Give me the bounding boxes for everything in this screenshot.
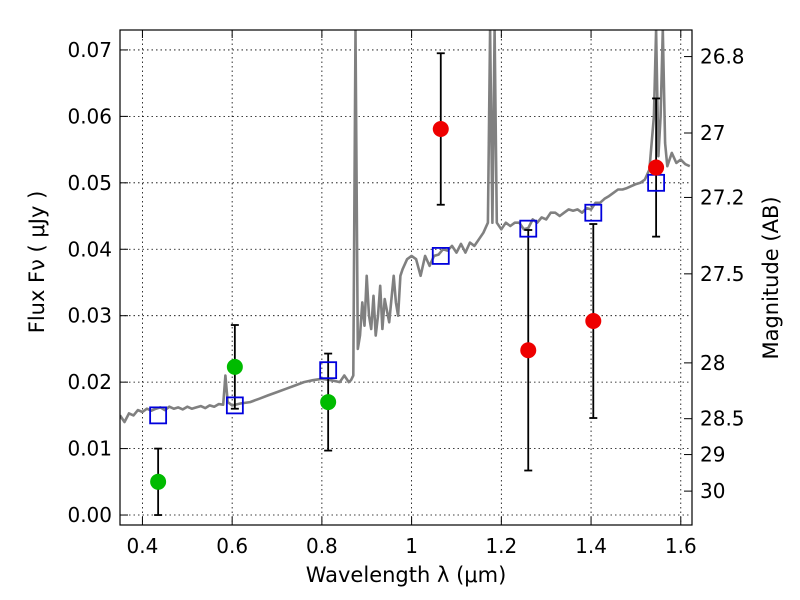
- y-tick-label: 0.03: [67, 304, 112, 328]
- y2-tick-label: 30: [700, 479, 725, 503]
- y-tick-label: 0.05: [67, 171, 112, 195]
- y-tick-label: 0.02: [67, 370, 112, 394]
- template-spectrum-line: [120, 30, 691, 424]
- x-tick-label: 0.4: [127, 534, 159, 558]
- plot-frame: [119, 29, 693, 526]
- axis-ticks: [120, 30, 692, 525]
- y-tick-labels: 0.00 0.01 0.02 0.03 0.04 0.05 0.06 0.07: [67, 38, 112, 527]
- error-bars-layer: [154, 52, 661, 516]
- model-point: [431, 247, 450, 265]
- y2-tick-label: 28.5: [700, 407, 745, 431]
- green-detection-point: [226, 358, 243, 375]
- red-detection-point: [585, 313, 602, 330]
- red-detection-point: [432, 121, 449, 137]
- model-points-layer: [149, 173, 666, 425]
- model-point: [519, 219, 538, 238]
- detection-points-layer: [150, 121, 665, 490]
- y-axis-label: Flux Fν ( μJy ): [25, 191, 49, 334]
- model-point: [149, 406, 168, 425]
- grid-lines: [120, 30, 692, 525]
- y2-tick-label: 26.8: [700, 45, 745, 69]
- y2-tick-label: 28: [700, 351, 725, 375]
- x-axis-label: Wavelength λ (μm): [306, 563, 507, 587]
- y-tick-label: 0.00: [67, 503, 112, 527]
- model-point: [319, 361, 338, 380]
- y-tick-label: 0.04: [67, 237, 112, 261]
- y2-tick-label: 27.5: [700, 262, 745, 286]
- x-tick-label: 1: [405, 534, 418, 558]
- x-tick-label: 0.6: [216, 534, 248, 558]
- x-tick-labels: 0.4 0.6 0.8 1 1.2 1.4 1.6: [127, 534, 697, 558]
- x-tick-label: 0.8: [306, 534, 338, 558]
- y2-tick-label: 27: [700, 121, 725, 145]
- template-spectrum-layer: [120, 30, 691, 424]
- y-tick-label: 0.01: [67, 437, 112, 461]
- model-point: [584, 203, 603, 222]
- x-tick-label: 1.2: [485, 534, 517, 558]
- y2-tick-label: 29: [700, 443, 725, 467]
- y-tick-label: 0.06: [67, 104, 112, 128]
- green-detection-point: [320, 394, 337, 411]
- green-detection-point: [150, 473, 167, 490]
- y2-axis-label: Magnitude (AB): [759, 196, 783, 359]
- x-tick-label: 1.6: [665, 534, 697, 558]
- red-detection-point: [648, 159, 665, 176]
- y-tick-label: 0.07: [67, 38, 112, 62]
- x-tick-label: 1.4: [575, 534, 607, 558]
- red-detection-point: [520, 342, 537, 359]
- y2-tick-labels: 26.8 27 27.2 27.5 28 28.5 29 30: [700, 45, 745, 504]
- y2-tick-label: 27.2: [700, 185, 745, 209]
- model-point: [225, 396, 244, 415]
